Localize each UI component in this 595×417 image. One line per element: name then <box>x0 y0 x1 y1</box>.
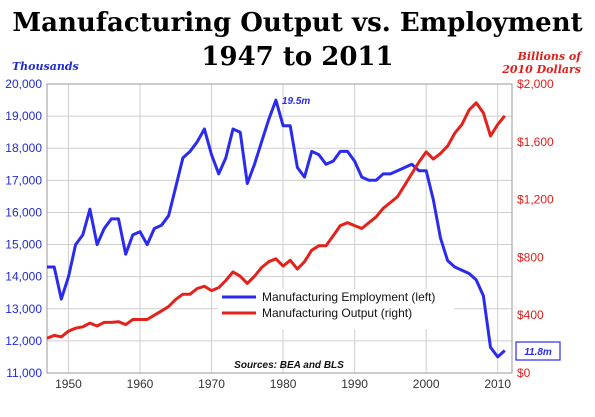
legend-label: Manufacturing Employment (left) <box>262 290 435 304</box>
chart-title-line2: 1947 to 2011 <box>201 42 394 72</box>
x-tick-label: 1990 <box>341 377 368 391</box>
chart-title-line1: Manufacturing Output vs. Employment <box>12 8 583 38</box>
source-note: Sources: BEA and BLS <box>234 360 344 371</box>
left-tick-label: 14,000 <box>5 270 42 284</box>
legend-box <box>218 289 454 329</box>
right-tick-label: $800 <box>517 250 544 264</box>
plot-frame <box>46 83 513 374</box>
x-tick-label: 1980 <box>270 377 297 391</box>
right-tick-label: $400 <box>517 308 544 322</box>
legend-label: Manufacturing Output (right) <box>262 306 412 320</box>
right-axis-unit-line2: 2010 Dollars <box>502 63 581 76</box>
annotation-peak: 19.5m <box>282 96 310 107</box>
right-tick-label: $0 <box>517 366 531 380</box>
left-tick-label: 16,000 <box>5 205 42 219</box>
series-line-output <box>46 101 506 340</box>
right-tick-label: $1,600 <box>517 135 554 149</box>
left-tick-label: 20,000 <box>5 77 42 91</box>
series-line-employment <box>47 98 506 359</box>
left-tick-label: 11,000 <box>6 366 42 380</box>
left-tick-label: 17,000 <box>5 173 42 187</box>
annotation-end-box <box>515 341 561 361</box>
left-tick-label: 13,000 <box>5 302 42 316</box>
annotation-end: 11.8m <box>524 347 552 358</box>
left-tick-label: 19,000 <box>5 109 42 123</box>
left-tick-label: 12,000 <box>5 334 42 348</box>
right-tick-label: $2,000 <box>517 77 554 91</box>
right-tick-label: $1,200 <box>517 193 554 207</box>
right-axis-unit-line1: Billions of <box>517 50 581 63</box>
x-tick-label: 1960 <box>127 377 154 391</box>
left-axis-unit: Thousands <box>12 60 79 73</box>
left-tick-label: 15,000 <box>5 238 42 252</box>
x-tick-label: 2000 <box>413 377 440 391</box>
x-tick-label: 2010 <box>484 377 511 391</box>
x-tick-label: 1950 <box>55 377 82 391</box>
left-tick-label: 18,000 <box>5 141 42 155</box>
x-tick-label: 1970 <box>198 377 225 391</box>
right-axis-unit: Billions of 2010 Dollars <box>502 50 581 76</box>
